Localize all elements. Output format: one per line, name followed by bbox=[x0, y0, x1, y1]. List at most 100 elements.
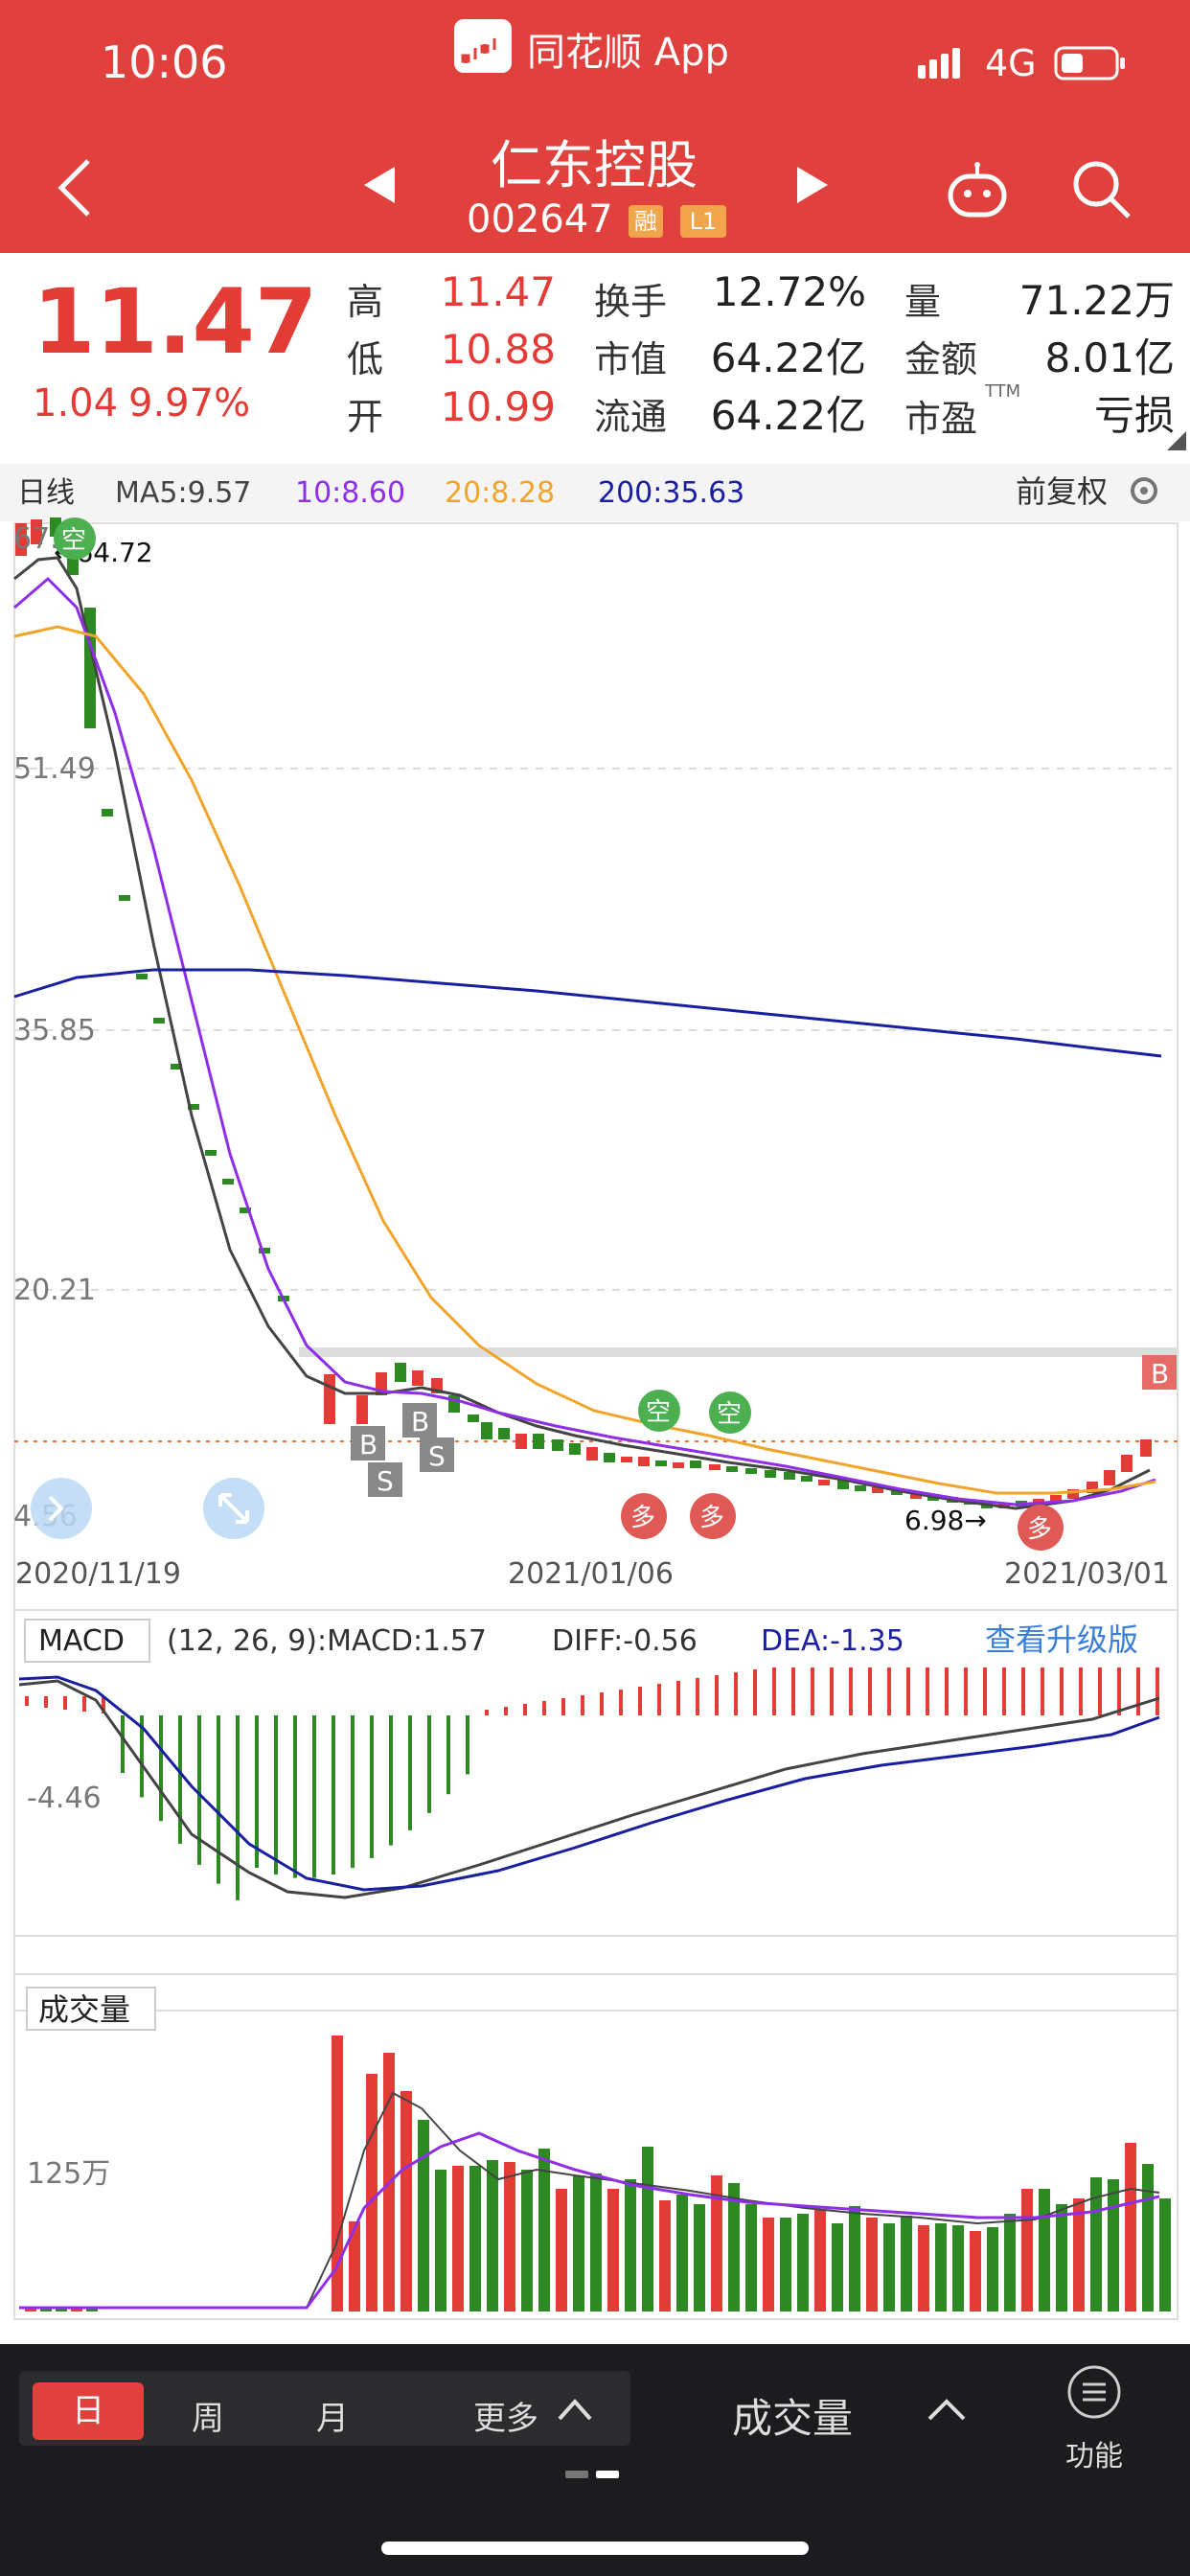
volume-bar bbox=[349, 2221, 360, 2312]
candle bbox=[481, 1422, 492, 1439]
network-type: 4G bbox=[985, 42, 1037, 84]
candle bbox=[324, 1374, 335, 1424]
ma-line bbox=[18, 1675, 1160, 1892]
quote-value-market-cap: 64.22亿 bbox=[710, 334, 866, 381]
ma-line bbox=[13, 576, 1156, 1506]
quote-label-turnover: 换手 bbox=[594, 281, 668, 323]
volume-bar bbox=[1073, 2198, 1085, 2312]
macd-bar bbox=[1136, 1668, 1140, 1715]
next-stock-icon[interactable] bbox=[795, 165, 830, 209]
macd-name[interactable]: MACD bbox=[38, 1624, 125, 1658]
macd-bar bbox=[217, 1715, 220, 1884]
volume-bar bbox=[797, 2214, 809, 2312]
macd-bar bbox=[926, 1668, 929, 1715]
volume-bar bbox=[487, 2160, 498, 2312]
volume-bar bbox=[866, 2218, 878, 2312]
tab-day[interactable]: 日 bbox=[33, 2382, 144, 2440]
tab-week[interactable]: 周 bbox=[192, 2400, 224, 2438]
svg-text:S: S bbox=[428, 1440, 446, 1472]
y-tick-2: 51.49 bbox=[13, 752, 96, 786]
quote-value-turnover: 12.72% bbox=[712, 268, 866, 315]
candle bbox=[552, 1439, 563, 1451]
tab-month[interactable]: 月 bbox=[316, 2400, 349, 2438]
volume-bar bbox=[694, 2204, 705, 2312]
candle bbox=[801, 1476, 812, 1482]
macd-bar bbox=[82, 1696, 86, 1712]
macd-frame bbox=[13, 1609, 1179, 1937]
quote-label-float-cap: 流通 bbox=[594, 396, 668, 438]
volume-bar bbox=[901, 2216, 912, 2312]
candle bbox=[259, 1248, 270, 1254]
marker-empty1: 空 bbox=[638, 1390, 680, 1432]
volume-bar bbox=[1056, 2204, 1067, 2312]
tab-more[interactable]: 更多 bbox=[473, 2400, 538, 2438]
robot-assistant-icon[interactable] bbox=[947, 161, 1008, 222]
macd-bar bbox=[715, 1675, 719, 1715]
function-menu-icon[interactable] bbox=[1065, 2363, 1123, 2425]
volume-bar bbox=[521, 2170, 533, 2312]
macd-bar bbox=[1060, 1668, 1064, 1715]
stock-name: 仁东控股 bbox=[491, 135, 698, 196]
search-icon[interactable] bbox=[1071, 159, 1133, 224]
settings-gear-icon[interactable] bbox=[1131, 477, 1157, 504]
marker-b1: B bbox=[351, 1426, 385, 1460]
macd-bar bbox=[389, 1715, 393, 1846]
quote-value-amount: 8.01亿 bbox=[1044, 334, 1175, 381]
svg-text:空: 空 bbox=[646, 1398, 671, 1427]
volume-bar bbox=[400, 2091, 412, 2312]
macd-params: (12, 26, 9):MACD:1.57 bbox=[167, 1624, 487, 1658]
candle bbox=[604, 1453, 615, 1462]
volume-bar bbox=[469, 2166, 481, 2312]
quote-value-pe: 亏损 bbox=[1093, 392, 1175, 439]
volume-bar bbox=[952, 2225, 964, 2312]
marker-more1: 多 bbox=[621, 1493, 667, 1539]
volume-panel bbox=[19, 2036, 1171, 2312]
fullscreen-icon[interactable] bbox=[203, 1478, 264, 1539]
prev-page-icon[interactable] bbox=[31, 1478, 92, 1539]
quote-label-open: 开 bbox=[347, 396, 384, 438]
indicator-select[interactable]: 成交量 bbox=[732, 2395, 854, 2442]
macd-bar bbox=[1079, 1668, 1083, 1715]
pe-ttm-label: TTM bbox=[985, 381, 1021, 402]
macd-bar bbox=[600, 1692, 604, 1715]
volume-bar bbox=[418, 2120, 429, 2312]
volume-bar bbox=[435, 2170, 446, 2312]
candle bbox=[222, 1179, 234, 1184]
candle bbox=[15, 523, 27, 556]
kline-chart-svg[interactable]: 日线 MA5:9.57 10:8.60 20:8.28 200:35.63 前复… bbox=[0, 464, 1190, 2342]
candle bbox=[171, 1064, 182, 1070]
macd-bar bbox=[791, 1668, 795, 1715]
volume-bar bbox=[642, 2147, 653, 2312]
volume-bar bbox=[883, 2223, 895, 2312]
volume-name[interactable]: 成交量 bbox=[38, 1991, 130, 2028]
candle bbox=[837, 1480, 849, 1489]
macd-bar bbox=[561, 1698, 565, 1715]
chevron-up-icon[interactable] bbox=[556, 2394, 594, 2426]
candle bbox=[515, 1434, 527, 1449]
volume-bar bbox=[814, 2210, 826, 2312]
macd-upgrade-link[interactable]: 查看升级版 bbox=[985, 1622, 1138, 1658]
volume-bar bbox=[780, 2218, 791, 2312]
candle bbox=[153, 1018, 165, 1024]
quote-panel: 11.47 1.04 9.97% 高 11.47 换手 12.72% 量 71.… bbox=[0, 253, 1190, 464]
signal-icon bbox=[918, 46, 968, 84]
indicator-chevron-up-icon[interactable] bbox=[926, 2394, 968, 2426]
macd-bar bbox=[370, 1715, 374, 1858]
y-tick-top: 67. bbox=[13, 522, 59, 556]
volume-bar bbox=[1004, 2214, 1016, 2312]
volume-bar bbox=[1159, 2198, 1171, 2312]
ma-line bbox=[19, 2091, 1160, 2309]
volume-bar bbox=[1125, 2143, 1136, 2312]
previous-stock-icon[interactable] bbox=[362, 165, 397, 209]
svg-text:多: 多 bbox=[630, 1504, 655, 1532]
back-icon[interactable] bbox=[56, 157, 94, 222]
expand-corner-icon[interactable] bbox=[1167, 431, 1186, 454]
macd-bar bbox=[676, 1681, 680, 1715]
macd-diff: DIFF:-0.56 bbox=[552, 1624, 698, 1658]
status-time: 10:06 bbox=[101, 36, 228, 88]
adjust-label[interactable]: 前复权 bbox=[1016, 473, 1108, 510]
macd-bar bbox=[772, 1668, 776, 1715]
macd-bar bbox=[542, 1701, 546, 1715]
marker-empty2: 空 bbox=[709, 1392, 751, 1434]
volume-tick: 125万 bbox=[27, 2157, 110, 2191]
